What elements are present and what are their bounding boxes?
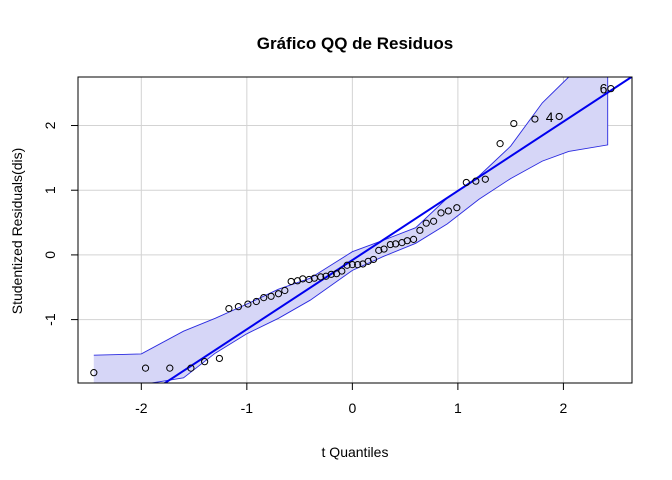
data-point bbox=[472, 177, 480, 185]
x-tick-label: -2 bbox=[135, 400, 148, 416]
data-point bbox=[510, 119, 518, 128]
data-points bbox=[90, 85, 615, 377]
x-tick-label: 1 bbox=[454, 400, 462, 416]
data-point bbox=[462, 178, 470, 187]
data-point bbox=[481, 175, 489, 183]
data-point bbox=[305, 275, 313, 284]
data-point bbox=[348, 261, 356, 269]
x-tick-label: 2 bbox=[560, 400, 568, 416]
x-axis-label: t Quantiles bbox=[322, 444, 389, 460]
data-point bbox=[338, 267, 346, 275]
point-label-6: 6 bbox=[600, 81, 608, 97]
data-point bbox=[225, 305, 233, 313]
y-tick-label: 2 bbox=[42, 121, 58, 129]
data-point bbox=[343, 261, 351, 269]
reference-line-group bbox=[163, 77, 632, 383]
data-point bbox=[234, 303, 242, 311]
band-upper-edge bbox=[93, 77, 570, 356]
data-point bbox=[281, 286, 289, 295]
data-point bbox=[422, 219, 430, 227]
data-point bbox=[354, 261, 362, 269]
data-point bbox=[201, 358, 209, 366]
data-point bbox=[369, 255, 378, 264]
data-point bbox=[607, 85, 615, 93]
data-point bbox=[166, 364, 174, 372]
data-point bbox=[260, 294, 268, 302]
data-point bbox=[287, 277, 295, 286]
data-point bbox=[187, 364, 195, 372]
confidence-band-group bbox=[93, 77, 609, 383]
data-point bbox=[215, 354, 224, 363]
plot-frame bbox=[77, 76, 633, 384]
data-point bbox=[380, 245, 388, 253]
data-point bbox=[409, 235, 418, 243]
x-tick-label: -1 bbox=[241, 400, 254, 416]
data-point bbox=[531, 115, 539, 123]
data-point bbox=[453, 204, 461, 212]
band-lower-edge bbox=[93, 77, 609, 383]
data-point bbox=[375, 246, 383, 254]
point-label-4: 4 bbox=[546, 109, 554, 125]
chart-title: Gráfico QQ de Residuos bbox=[257, 34, 454, 53]
reference-line bbox=[163, 77, 632, 383]
x-tick-label: 0 bbox=[348, 400, 356, 416]
data-point bbox=[327, 270, 335, 278]
data-point bbox=[317, 273, 325, 281]
y-tick-label: 0 bbox=[42, 251, 58, 259]
data-point bbox=[141, 364, 150, 372]
point-labels: 46 bbox=[546, 81, 608, 125]
data-point bbox=[444, 207, 452, 215]
data-point bbox=[274, 290, 283, 298]
confidence-band bbox=[93, 77, 608, 383]
data-point bbox=[252, 297, 260, 306]
data-point bbox=[416, 226, 424, 234]
y-tick-label: 1 bbox=[42, 186, 58, 194]
data-point bbox=[496, 140, 504, 148]
y-tick-label: -1 bbox=[42, 313, 58, 326]
data-point bbox=[555, 112, 563, 121]
data-point bbox=[267, 292, 275, 300]
data-point bbox=[430, 217, 438, 225]
data-point bbox=[90, 369, 98, 377]
data-point bbox=[437, 209, 445, 217]
y-axis-label: Studentized Residuals(dis) bbox=[9, 148, 25, 315]
data-point bbox=[244, 300, 252, 308]
data-point bbox=[386, 240, 394, 249]
